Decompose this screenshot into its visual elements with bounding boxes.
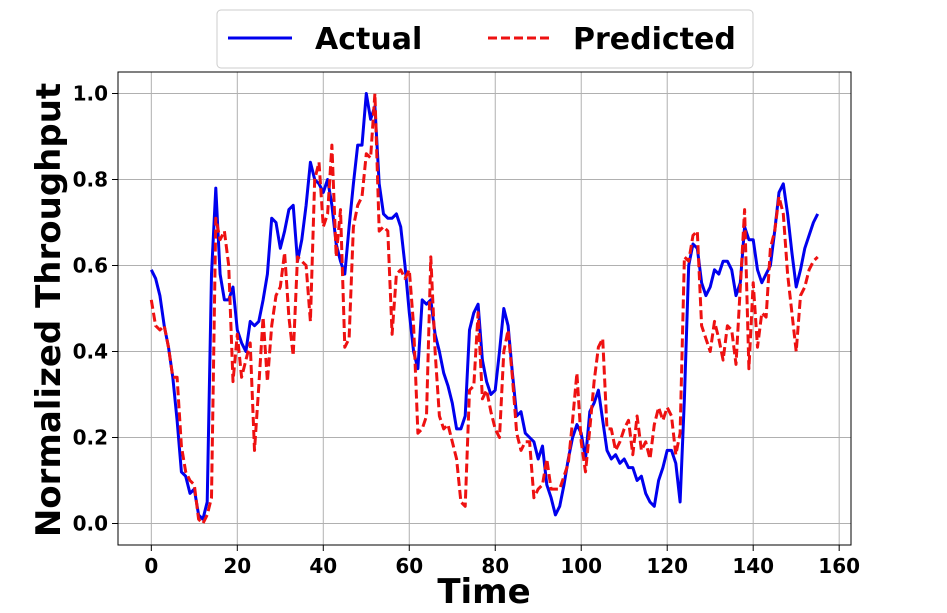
x-axis-title: Time [437, 572, 530, 612]
y-tick-label: 0.8 [73, 168, 108, 192]
x-tick-label: 120 [646, 554, 688, 578]
series-line-actual [149, 92, 820, 521]
y-tick-label: 0.0 [73, 512, 108, 536]
series-line-predicted [149, 92, 819, 525]
x-tick-label: 20 [223, 554, 251, 578]
x-tick-label: 60 [395, 554, 423, 578]
y-tick-label: 0.6 [73, 254, 108, 278]
y-axis-title: Normalized Throughput [29, 83, 69, 537]
x-tick-label: 160 [818, 554, 860, 578]
series-layer [149, 92, 820, 525]
y-tick-label: 1.0 [73, 82, 108, 106]
x-tick-label: 140 [732, 554, 774, 578]
y-tick-label: 0.4 [73, 340, 108, 364]
legend-box [216, 9, 754, 69]
legend-label-predicted: Predicted [573, 22, 736, 57]
legend-label-actual: Actual [315, 22, 422, 57]
x-tick-label: 0 [144, 554, 158, 578]
x-axis-ticks: 0 20 40 60 80 100 120 140 160 [144, 545, 860, 578]
legend: Actual Predicted [216, 9, 754, 69]
plot-frame [117, 71, 852, 546]
y-tick-label: 0.2 [73, 426, 108, 450]
x-tick-label: 100 [560, 554, 602, 578]
y-axis-ticks: 0.0 0.2 0.4 0.6 0.8 1.0 [73, 82, 118, 536]
x-tick-label: 40 [309, 554, 337, 578]
x-tick-label: 80 [481, 554, 509, 578]
